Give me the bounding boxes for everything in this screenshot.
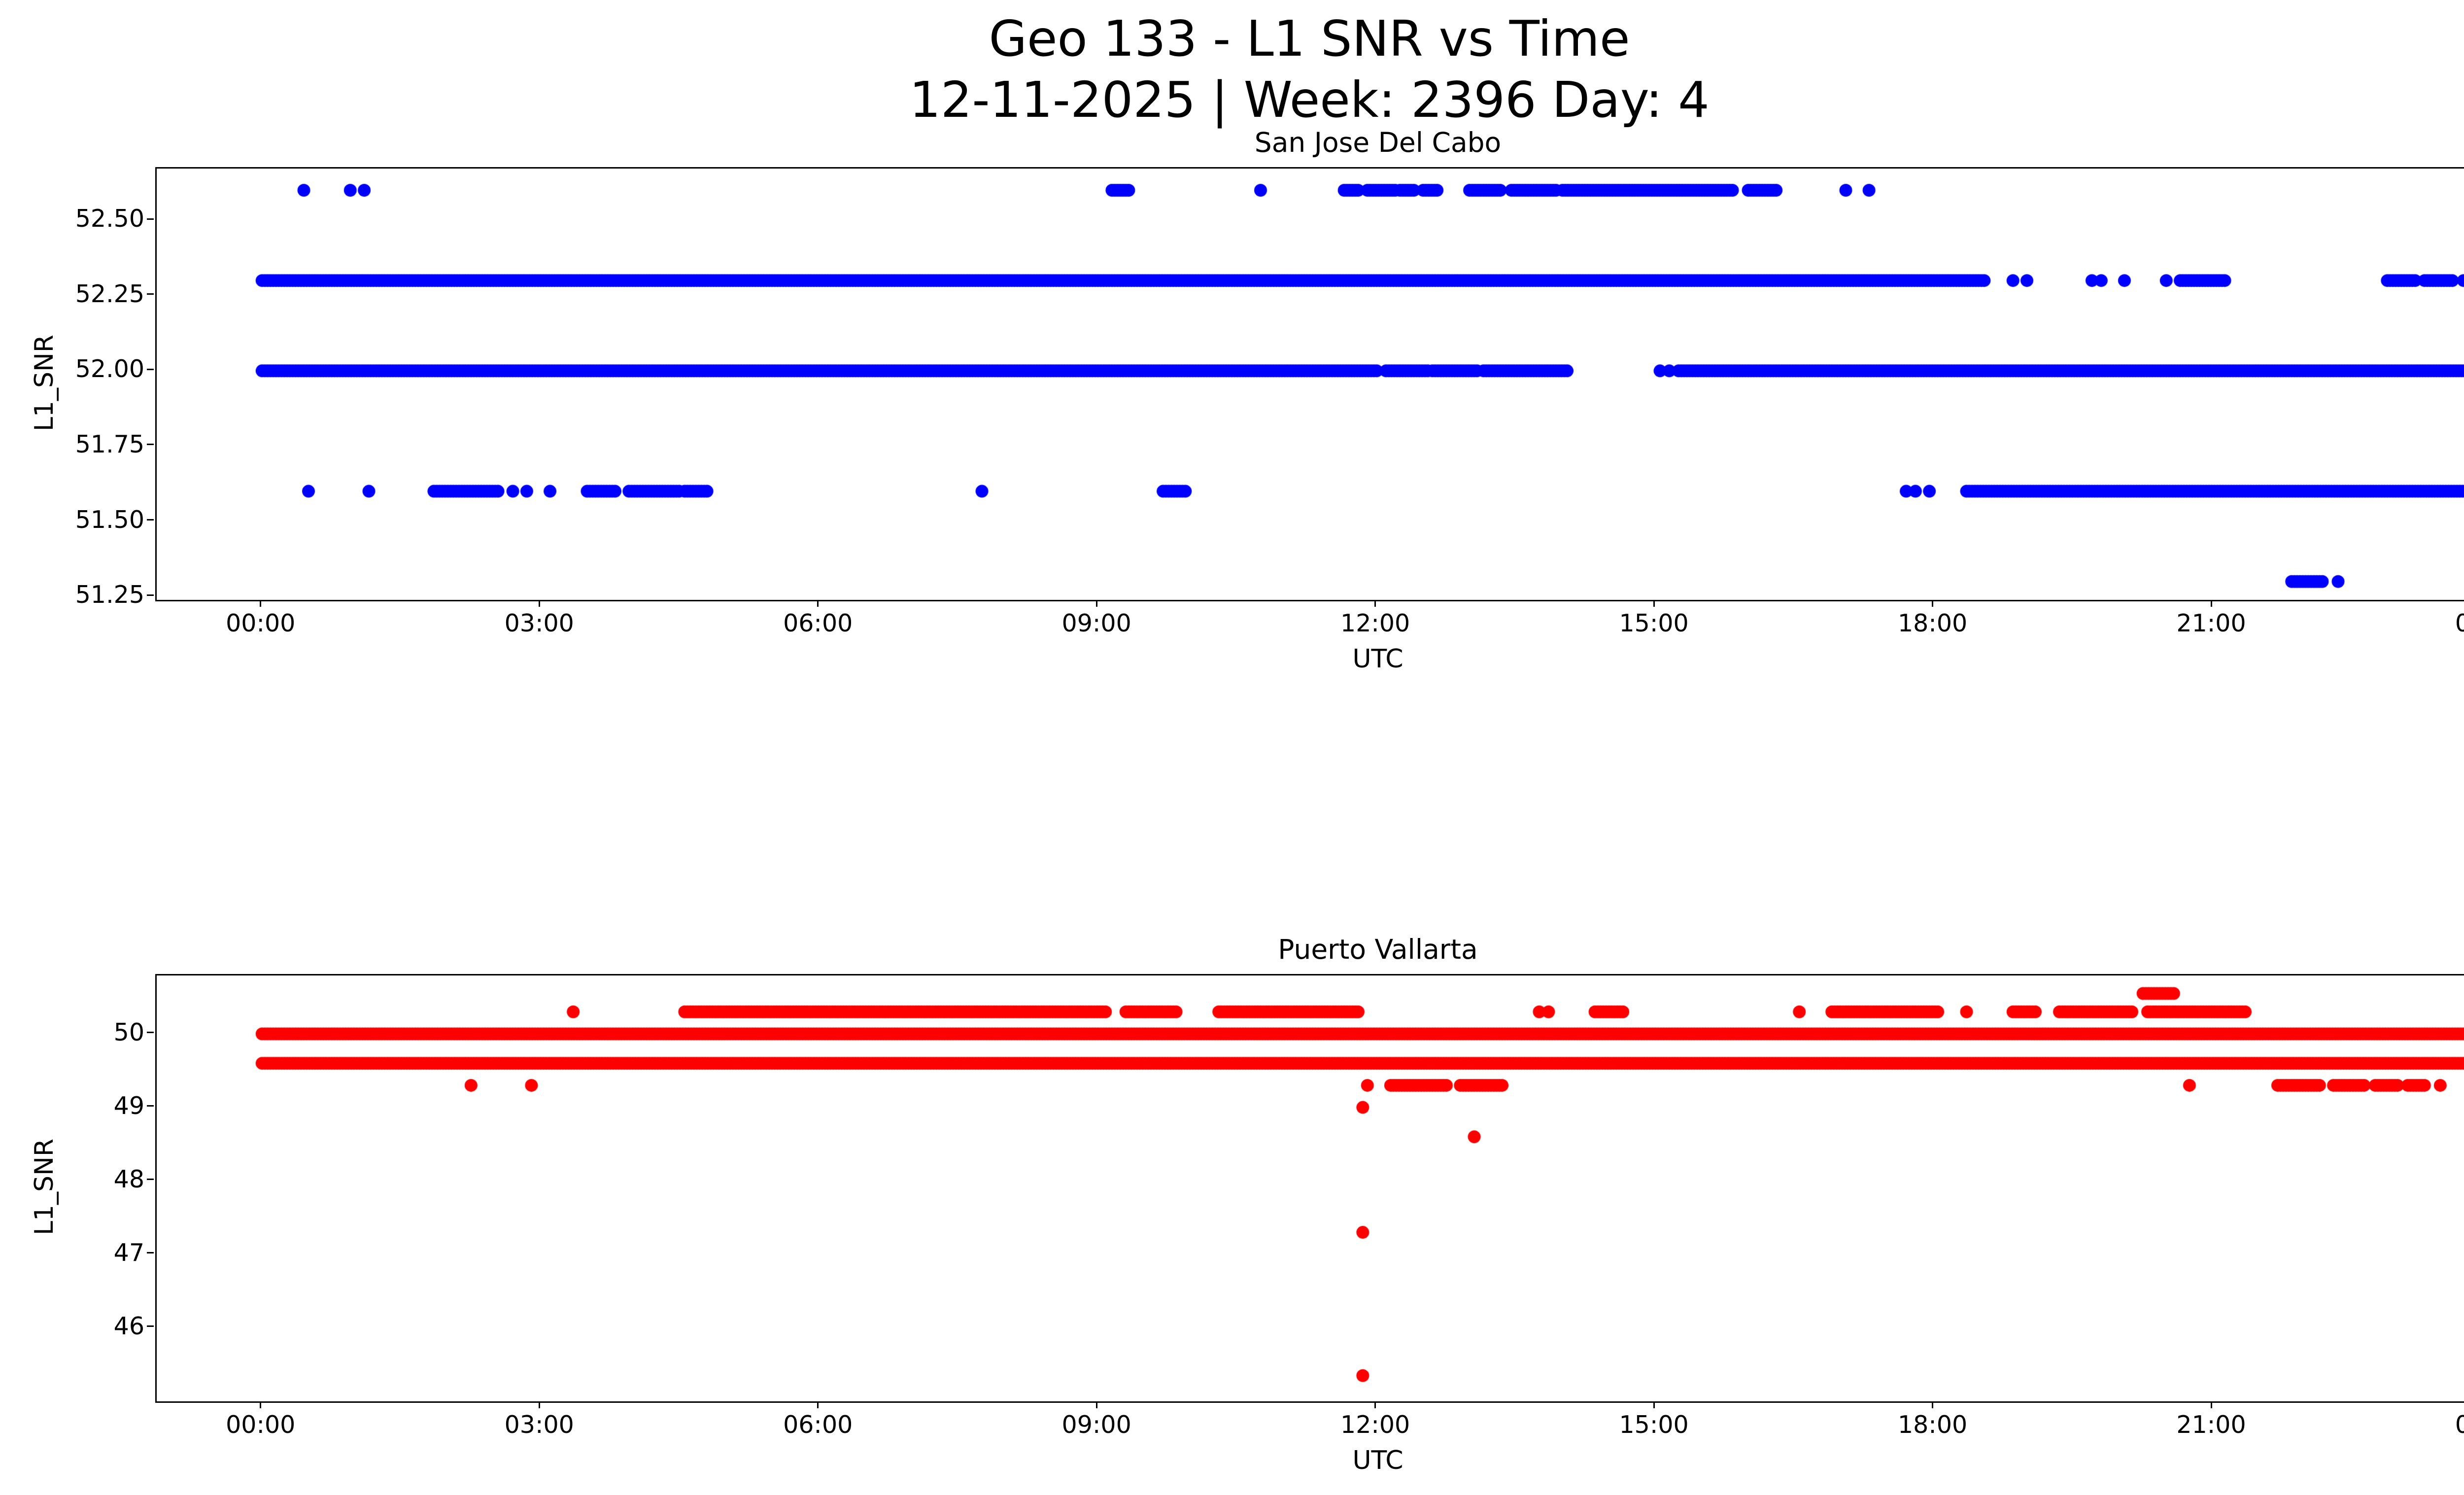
y-tick-mark [147, 293, 154, 295]
x-tick-label: 06:00 [783, 609, 853, 637]
y-tick-mark [147, 1032, 154, 1034]
x-tick-label: 21:00 [2176, 1411, 2246, 1439]
x-tick-label: 03:00 [504, 609, 574, 637]
x-tick-label: 00:00 [226, 609, 296, 637]
x-tick-label: 18:00 [1897, 1411, 1968, 1439]
y-tick-label: 47 [113, 1238, 144, 1267]
y-tick-label: 49 [113, 1091, 144, 1120]
x-tick-mark [1374, 600, 1376, 607]
x-tick-mark [817, 1401, 819, 1408]
x-tick-mark [2210, 1401, 2212, 1408]
x-tick-label: 12:00 [1340, 609, 1410, 637]
x-tick-mark [1932, 600, 1934, 607]
y-tick-label: 51.25 [75, 581, 144, 609]
y-tick-mark [147, 1179, 154, 1181]
figure-title: Geo 133 - L1 SNR vs Time [989, 10, 1630, 68]
x-tick-mark [1932, 1401, 1934, 1408]
x-tick-label: 12:00 [1340, 1411, 1410, 1439]
y-tick-label: 51.50 [75, 505, 144, 534]
x-tick-mark [1653, 1401, 1655, 1408]
x-axis-label: UTC [1352, 1446, 1403, 1475]
figure-subtitle: 12-11-2025 | Week: 2396 Day: 4 [909, 71, 1710, 129]
x-tick-label: 03:00 [504, 1411, 574, 1439]
x-tick-mark [260, 1401, 262, 1408]
y-tick-mark [147, 594, 154, 596]
y-tick-label: 51.75 [75, 430, 144, 458]
y-tick-mark [147, 444, 154, 446]
x-tick-mark [2210, 600, 2212, 607]
x-tick-label: 21:00 [2176, 609, 2246, 637]
y-tick-label: 46 [113, 1312, 144, 1340]
y-tick-label: 52.00 [75, 355, 144, 383]
x-tick-label: 15:00 [1619, 1411, 1689, 1439]
x-tick-label: 09:00 [1061, 609, 1131, 637]
y-tick-label: 52.50 [75, 205, 144, 233]
x-tick-mark [260, 600, 262, 607]
scatter-canvas [157, 975, 2464, 1401]
x-tick-mark [1095, 600, 1097, 607]
x-tick-mark [1095, 1401, 1097, 1408]
y-tick-mark [147, 218, 154, 220]
subplot-title: San Jose Del Cabo [1254, 127, 1502, 158]
y-tick-mark [147, 1252, 154, 1254]
subplot-title: Puerto Vallarta [1278, 934, 1478, 965]
x-tick-label: 18:00 [1897, 609, 1968, 637]
plot-area [155, 974, 2464, 1403]
x-tick-label: 00:00 [226, 1411, 296, 1439]
plot-area [155, 167, 2464, 601]
y-tick-label: 50 [113, 1018, 144, 1046]
y-tick-mark [147, 1325, 154, 1327]
x-tick-label: 00:00 [2455, 1411, 2464, 1439]
x-tick-label: 06:00 [783, 1411, 853, 1439]
x-tick-mark [817, 600, 819, 607]
x-axis-label: UTC [1352, 644, 1403, 674]
x-tick-label: 09:00 [1061, 1411, 1131, 1439]
x-tick-label: 00:00 [2455, 609, 2464, 637]
x-tick-label: 15:00 [1619, 609, 1689, 637]
y-tick-label: 52.25 [75, 279, 144, 308]
y-tick-label: 48 [113, 1165, 144, 1193]
x-tick-mark [538, 1401, 540, 1408]
x-tick-mark [1653, 600, 1655, 607]
y-tick-mark [147, 1105, 154, 1107]
y-tick-mark [147, 519, 154, 521]
scatter-canvas [157, 169, 2464, 600]
x-tick-mark [1374, 1401, 1376, 1408]
x-tick-mark [538, 600, 540, 607]
y-tick-mark [147, 368, 154, 370]
